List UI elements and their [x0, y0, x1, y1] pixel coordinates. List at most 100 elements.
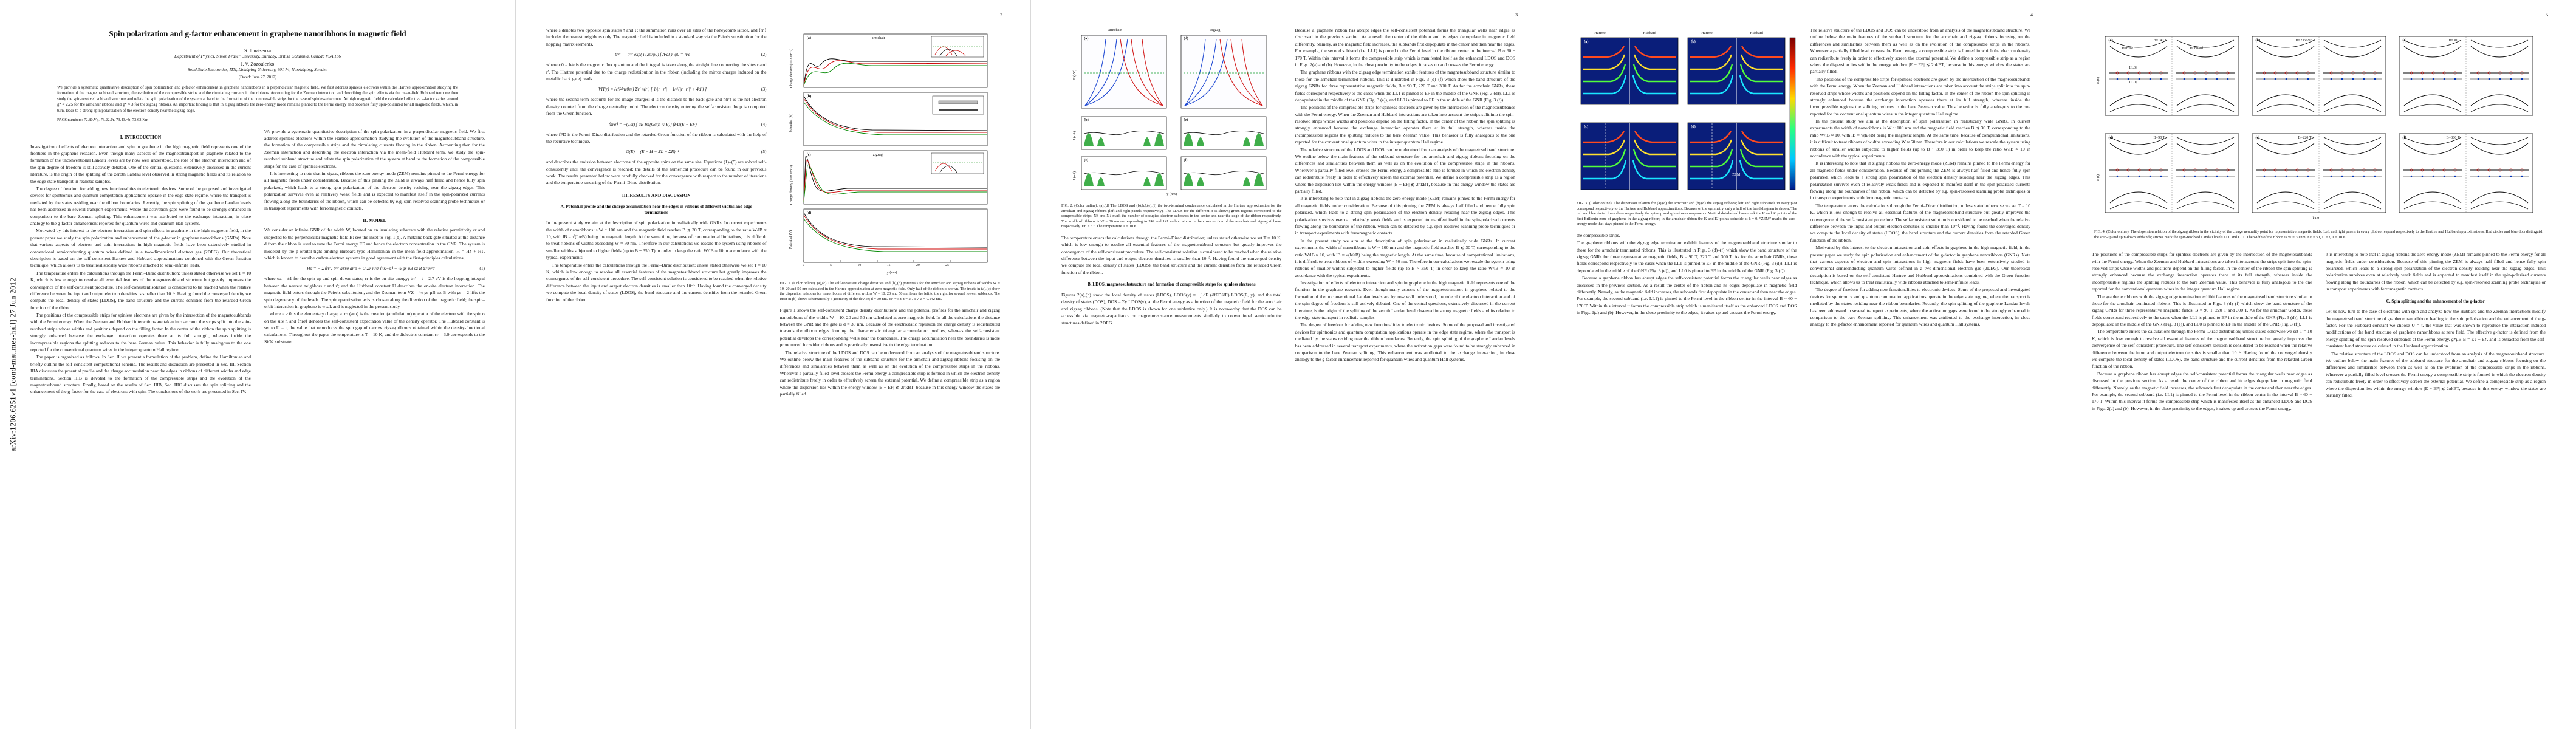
paragraph: the compressible strips. — [1577, 232, 1620, 238]
paragraph: Because a graphene ribbon has abrupt edg… — [1577, 275, 1797, 316]
paragraph: Investigation of effects of electron int… — [1295, 280, 1516, 321]
page-number: 5 — [2546, 12, 2548, 18]
y-axis-label-potential: Potential (V) — [789, 113, 793, 132]
y-axis-label: E (t) — [2096, 174, 2100, 181]
figure-2: armchair zigzag (a) (d) (b) (e) (c) (f) … — [1061, 28, 1282, 230]
panel-c-label: (c) — [1584, 125, 1589, 129]
page-5: 5 — [2061, 0, 2576, 729]
panel-f-field: B=300 T — [2446, 135, 2460, 140]
paragraph: It is interesting to note that in zigzag… — [1810, 160, 2031, 201]
paragraph: Motivated by this interest to the electr… — [1810, 245, 2031, 286]
armchair-label: armchair — [1108, 28, 1122, 32]
y-axis-label-potential: Potential (V) — [789, 230, 793, 249]
paragraph: Figure 1 shows the self-consistent charg… — [779, 307, 1001, 348]
equation-4: ⟨nrσ⟩ = −(1/π) ∫ dE Im[Gσ(r, r; E)] fFD(… — [546, 121, 767, 127]
equation-body: trr′ → trr′ exp( i (2π/φ0) ∫ A·dl ), φ0 … — [615, 52, 690, 58]
dated-line: (Dated: June 27, 2012) — [238, 75, 277, 80]
x-axis-label: y (nm) — [886, 270, 897, 275]
panel-a-label: (a) — [2108, 38, 2113, 43]
paragraph: The degree of freedom for adding new fun… — [1295, 322, 1516, 363]
panel-a-label: (a) — [806, 36, 811, 40]
page-number: 4 — [2030, 12, 2033, 18]
paragraph: The positions of the compressible strips… — [1810, 76, 2031, 117]
panel-c-field: B=30 T — [2448, 38, 2461, 43]
hartree-label: Hartree — [2122, 46, 2134, 50]
affiliation-2: Solid State Electronics, ITN, Linköping … — [187, 67, 328, 72]
paragraph: We provide a systematic quantitative des… — [264, 128, 485, 169]
panel-c-label: (c) — [806, 152, 811, 157]
affiliation-1: Department of Physics, Simon Fraser Univ… — [174, 53, 341, 59]
paragraph: The graphene ribbons with the zigzag edg… — [1577, 240, 1797, 273]
hubbard-label: Hubbard — [2190, 46, 2204, 50]
paragraph: where σz = ±1 for the spin-up and spin-d… — [264, 276, 485, 309]
abstract: We provide a systematic quantitative des… — [57, 85, 458, 114]
panel-d-label: (d) — [1691, 125, 1696, 129]
equation-body: G(E) = (E − H − ΣL − ΣR)⁻¹ — [626, 149, 679, 155]
page1-col-right: We provide a systematic quantitative des… — [264, 128, 485, 707]
ll0-up-label: LL0↑ — [2129, 66, 2138, 70]
hubbard-label: Hubbard — [1643, 31, 1656, 35]
figure-2-caption: FIG. 2. (Color online). (a),(d) The LDOS… — [1061, 204, 1282, 229]
paragraph: Motivated by this interest to the electr… — [30, 228, 251, 269]
paragraph: where fFD is the Fermi–Dirac distributio… — [546, 131, 767, 144]
equation-3: VH(r) = (e²/4πε0εr) Σr′ n(r′) [ 1/|r−r′|… — [546, 86, 767, 92]
page2-col-right: (a) armchair (b) (c) zigzag (d) Charge d… — [779, 27, 1001, 707]
ll0-down-label: LL0↓ — [2129, 80, 2138, 84]
arxiv-stamp: arXiv:1206.6251v1 [cond-mat.mes-hall] 27… — [9, 277, 18, 452]
zem-label: ZEM — [1732, 173, 1741, 177]
figure-1: (a) armchair (b) (c) zigzag (d) Charge d… — [779, 28, 1001, 302]
panel-b-label: (b) — [1084, 118, 1089, 122]
figure-4-plot — [2105, 36, 2533, 213]
paragraph: where the second term accounts for the i… — [546, 97, 767, 117]
paragraph: It is interesting to note that in zigzag… — [264, 171, 485, 211]
paragraph: In the present study we aim at the descr… — [1810, 118, 2031, 159]
equation-number: (4) — [761, 121, 767, 127]
paragraph: Figures 2(a),(b) show the local density … — [1061, 292, 1282, 326]
page2-columns: where s denotes two opposite spin states… — [546, 27, 1000, 707]
page2-col-left: where s denotes two opposite spin states… — [546, 27, 767, 707]
equation-body: ⟨nrσ⟩ = −(1/π) ∫ dE Im[Gσ(r, r; E)] fFD(… — [608, 121, 697, 127]
panel-c-label: (c) — [2402, 38, 2407, 43]
armchair-label: armchair — [871, 36, 885, 40]
paragraph: The graphene ribbons with the zigzag edg… — [2092, 293, 2312, 327]
paragraph: The positions of the compressible strips… — [2092, 252, 2312, 292]
panel-a-field: B=140 T — [2153, 38, 2167, 43]
panel-a-label: (a) — [1584, 39, 1589, 44]
figure-1-caption: FIG. 1. (Color online). (a),(c) The self… — [779, 281, 1001, 301]
y-axis-label-density: Charge density (10¹¹ cm⁻²) — [789, 165, 793, 205]
author-2: I. V. Zozoulenko — [241, 61, 275, 67]
page-number: 2 — [1000, 12, 1002, 18]
panel-c-label: (c) — [1084, 158, 1089, 162]
paragraph: The temperature enters the calculations … — [1061, 234, 1282, 275]
figure-4: (a) B=140 T (b) B=235/215 T (c) B=30 T (… — [2092, 28, 2546, 246]
y-axis-label-energy: E (eV) — [1073, 69, 1077, 80]
page5-col-right: It is interesting to note that in zigzag… — [2326, 251, 2546, 707]
figure-3: (a) (b) (c) (d) Hartree Hubbard Hartree … — [1577, 28, 1797, 227]
paragraph: The relative structure of the LDOS and D… — [779, 349, 1001, 397]
figure-3-plot — [1580, 37, 1796, 190]
section-results: III. RESULTS AND DISCUSSION — [622, 192, 691, 198]
equation-body: Hσ = − Σ⟨rr′⟩ trr′ a†rσ ar′σ + U Σr nrσ … — [306, 265, 435, 272]
figure-4-caption: FIG. 4. (Color online). The dispersion r… — [2094, 230, 2543, 239]
equation-number: (5) — [761, 149, 767, 155]
zigzag-label: zigzag — [1210, 28, 1221, 32]
page3-col-right: Because a graphene ribbon has abrupt edg… — [1295, 27, 1516, 707]
hartree-label: Hartree — [1701, 31, 1713, 35]
panel-b-label: (b) — [806, 94, 812, 98]
subsection-b: B. LDOS, magnetosubstructure and formati… — [1087, 282, 1256, 287]
paragraph: Investigation of effects of electron int… — [30, 143, 251, 184]
y-axis-label-current: J (nA) — [1073, 171, 1077, 180]
equation-5: G(E) = (E − H − ΣL − ΣR)⁻¹ (5) — [546, 149, 767, 155]
paragraph: Because a graphene ribbon has abrupt edg… — [1295, 27, 1516, 67]
panel-d-label: (d) — [1184, 36, 1188, 41]
subsection-a: A. Potential profile and the charge accu… — [560, 204, 752, 215]
zigzag-label: zigzag — [872, 152, 883, 157]
figure-1-plot — [803, 33, 988, 263]
equation-1: Hσ = − Σ⟨rr′⟩ trr′ a†rσ ar′σ + U Σr nrσ … — [264, 265, 485, 271]
page-number: 3 — [1515, 12, 1518, 18]
y-axis-label-current: J (nA) — [1073, 131, 1077, 140]
paragraph: The temperature enters the calculations … — [1810, 202, 2031, 243]
paragraph: Let us now turn to the case of electrons… — [2325, 309, 2546, 349]
panel-b-label: (b) — [2255, 38, 2261, 43]
panel-d-label: (d) — [2108, 135, 2114, 140]
